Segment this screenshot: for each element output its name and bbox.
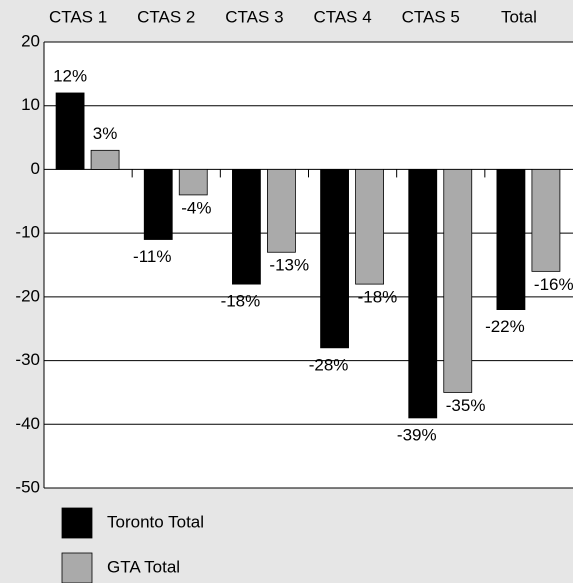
bar [408,169,438,419]
y-tick-label: -20 [15,286,40,305]
x-tick-label: CTAS 2 [137,7,195,26]
data-label: -22% [485,317,525,336]
y-tick-label: 20 [21,31,40,50]
y-tick-label: -50 [15,477,40,496]
x-tick-label: CTAS 4 [313,7,371,26]
data-label: -18% [358,288,398,307]
bar [267,169,296,253]
bar [232,169,261,285]
y-tick-label: 0 [31,159,40,178]
x-tick-label: Total [501,7,537,26]
data-label: 12% [53,66,87,85]
data-label: -35% [446,396,486,415]
x-tick-label: CTAS 1 [49,7,107,26]
data-label: -28% [309,355,349,374]
bar [355,169,384,285]
bar [178,169,208,196]
legend-swatch [61,552,93,583]
legend-swatch [61,507,93,539]
bar [55,92,85,170]
y-tick-label: -30 [15,350,40,369]
bar [90,149,120,170]
y-tick-label: 10 [21,95,40,114]
data-label: -11% [133,247,171,266]
bar [143,169,173,240]
x-tick-label: CTAS 3 [225,7,283,26]
y-tick-label: -10 [15,223,40,242]
bar [531,169,561,272]
x-tick-label: CTAS 5 [402,7,460,26]
bar [443,169,473,393]
legend-label: Toronto Total [107,512,204,531]
plot-area [44,42,573,488]
data-label: -39% [397,425,437,444]
data-label: -13% [269,256,309,275]
data-label: 3% [93,124,118,143]
bar [320,169,349,349]
bar [496,169,526,311]
data-label: -4% [181,198,211,217]
data-label: -18% [221,292,261,311]
data-label: -16% [534,275,573,294]
y-tick-label: -40 [15,414,40,433]
legend-label: GTA Total [107,557,180,576]
